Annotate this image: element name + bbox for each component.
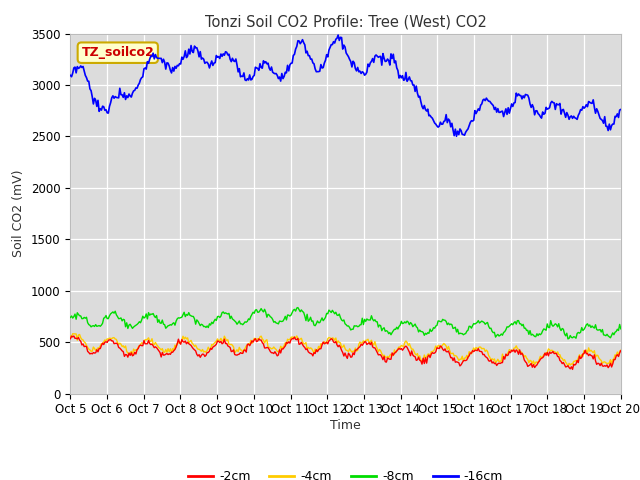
Title: Tonzi Soil CO2 Profile: Tree (West) CO2: Tonzi Soil CO2 Profile: Tree (West) CO2 [205,15,486,30]
Text: TZ_soilco2: TZ_soilco2 [81,46,154,59]
Legend: -2cm, -4cm, -8cm, -16cm: -2cm, -4cm, -8cm, -16cm [183,465,508,480]
X-axis label: Time: Time [330,419,361,432]
Y-axis label: Soil CO2 (mV): Soil CO2 (mV) [13,170,26,257]
